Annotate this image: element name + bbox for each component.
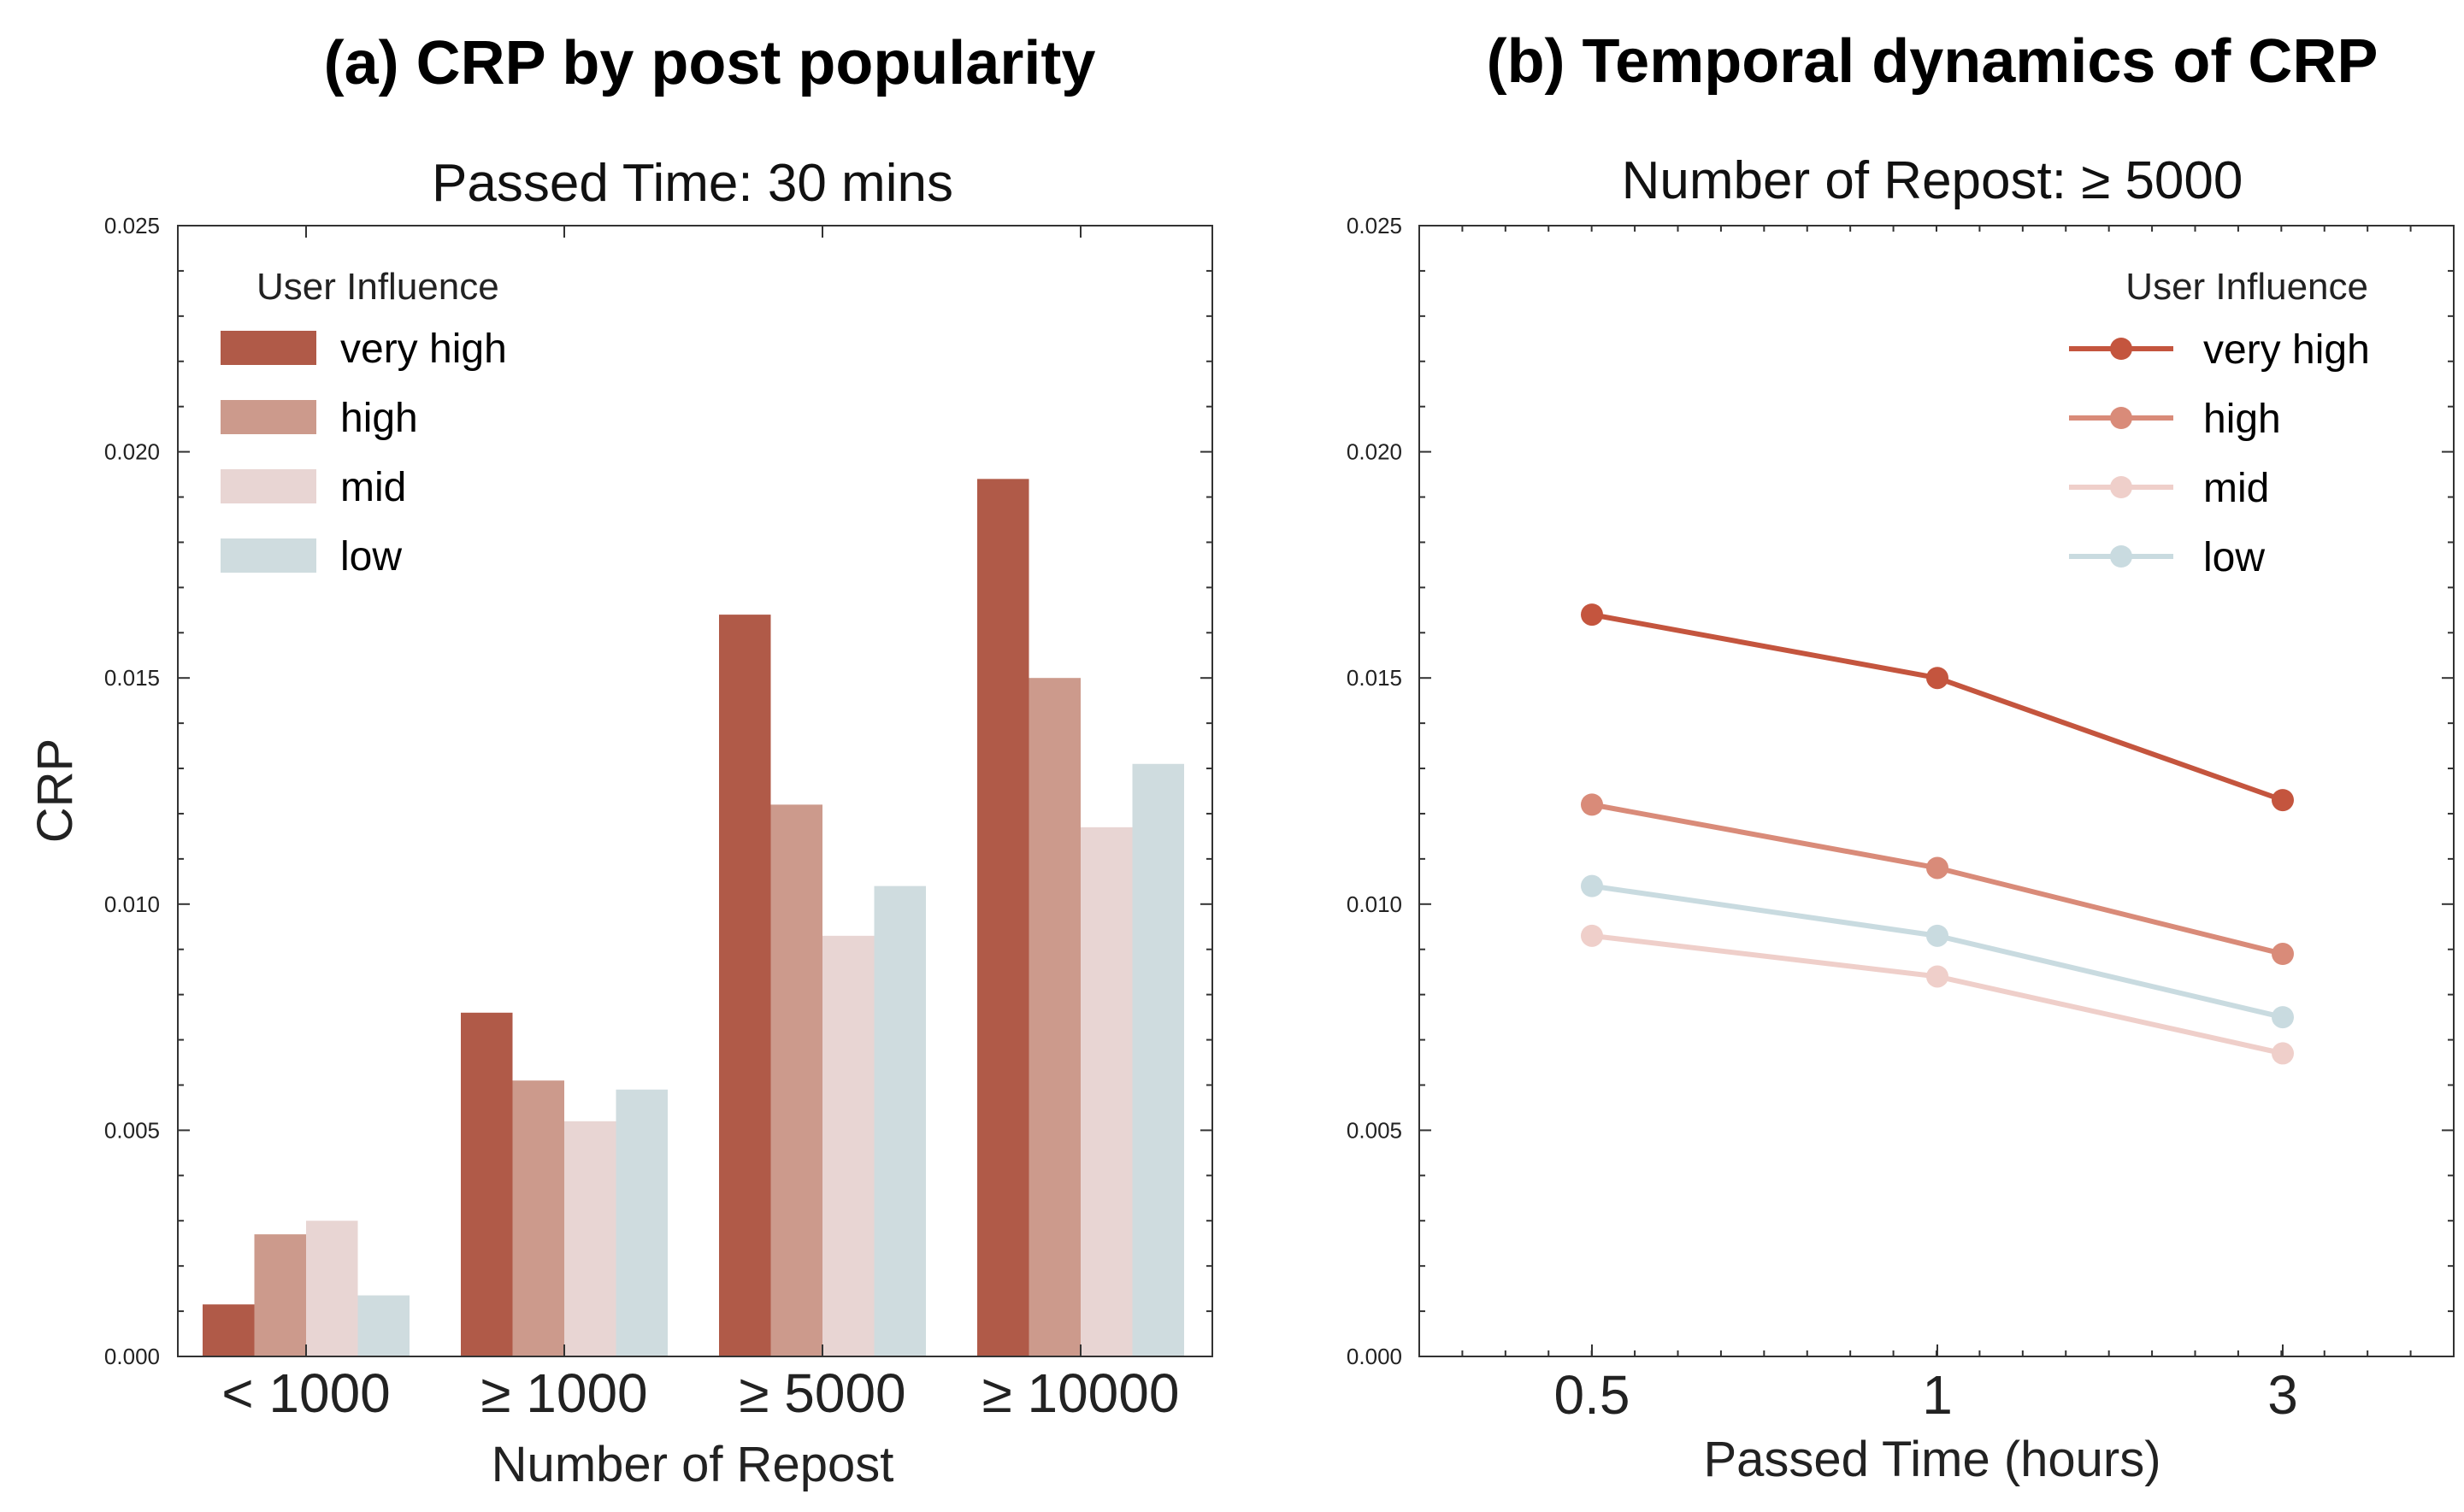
panel-a-y-tick-label: 0.010 — [104, 891, 160, 917]
panel-a-legend-label: mid — [340, 465, 406, 510]
panel-b-legend-marker — [2110, 476, 2132, 498]
panel-a-legend-swatch-low — [221, 538, 316, 573]
panel-b-title: (b) Temporal dynamics of CRP — [1487, 27, 2379, 96]
panel-b-y-tick-label: 0.025 — [1347, 213, 1402, 238]
point-low-1 — [1926, 924, 1948, 947]
panel-b-lines — [1581, 603, 2294, 1065]
panel-b-x-tick-label: 0.5 — [1554, 1364, 1630, 1426]
panel-a-y-tick-label: 0.005 — [104, 1117, 160, 1143]
panel-a-legend-swatch-very-high — [221, 331, 316, 365]
panel-b-x-tick-label: 3 — [2267, 1364, 2298, 1426]
bar-very-high-3 — [977, 479, 1029, 1356]
point-high-0 — [1581, 793, 1603, 816]
point-low-2 — [2272, 1006, 2294, 1029]
panel-b-y-tick-label: 0.020 — [1347, 439, 1402, 465]
bar-low-0 — [357, 1295, 410, 1356]
panel-a-plot-frame — [177, 225, 1213, 1357]
panel-b-subtitle: Number of Repost: ≥ 5000 — [1622, 151, 2243, 210]
panel-a-y-axis-label: CRP — [27, 738, 83, 843]
bar-high-3 — [1029, 678, 1081, 1356]
bar-very-high-2 — [719, 615, 771, 1356]
panel-b-x-tick-label: 1 — [1922, 1364, 1953, 1426]
panel-b-legend-label: very high — [2203, 327, 2370, 373]
bar-low-2 — [874, 885, 926, 1356]
bar-mid-2 — [822, 935, 875, 1356]
panel-b-plot-frame — [1418, 225, 2455, 1357]
point-mid-2 — [2272, 1042, 2294, 1065]
panel-b-x-axis-label: Passed Time (hours) — [1703, 1432, 2160, 1487]
panel-b-line-chart: (b) Temporal dynamics of CRP Number of R… — [1347, 27, 2455, 1487]
panel-a-bar-chart: (a) CRP by post popularity Passed Time: … — [27, 29, 1213, 1492]
panel-a-title: (a) CRP by post popularity — [324, 29, 1096, 97]
panel-a-y-tick-label: 0.020 — [104, 439, 160, 465]
panel-b-legend-title: User Influence — [2125, 266, 2368, 308]
point-mid-0 — [1581, 924, 1603, 947]
panel-a-subtitle: Passed Time: 30 mins — [432, 154, 953, 213]
panel-a-x-tick-label: < 1000 — [221, 1362, 391, 1424]
bar-low-3 — [1132, 763, 1184, 1356]
panel-a-y-tick-label: 0.015 — [104, 665, 160, 691]
panel-b-legend-label: mid — [2203, 466, 2269, 511]
panel-b-legend: User Influence very high high mid low — [2069, 266, 2370, 580]
bar-mid-0 — [306, 1221, 358, 1356]
bar-high-1 — [512, 1080, 564, 1356]
panel-a-legend-label: very high — [340, 327, 507, 372]
point-very-high-1 — [1926, 667, 1948, 690]
point-low-0 — [1581, 874, 1603, 897]
panel-a-y-tick-label: 0.025 — [104, 213, 160, 238]
panel-b-y-tick-label: 0.005 — [1347, 1117, 1402, 1143]
panel-b-legend-marker — [2110, 407, 2132, 429]
point-high-1 — [1926, 856, 1948, 880]
panel-a-bars — [203, 479, 1184, 1356]
panel-a-x-tick-label: ≥ 1000 — [480, 1362, 647, 1424]
bar-very-high-0 — [203, 1304, 255, 1356]
panel-a-x-tick-label: ≥ 10000 — [982, 1362, 1180, 1424]
bar-very-high-1 — [461, 1012, 513, 1356]
point-high-2 — [2272, 943, 2294, 966]
panel-b-y-tick-label: 0.000 — [1347, 1344, 1402, 1369]
bar-mid-3 — [1081, 827, 1133, 1356]
panel-a-legend-swatch-high — [221, 400, 316, 434]
panel-b-y-ticks: 0.000 0.005 0.010 0.015 0.020 0.025 — [1347, 213, 2454, 1369]
panel-a-legend-title: User Influence — [256, 266, 499, 308]
panel-b-x-ticks: 0.5 1 3 — [1418, 226, 2455, 1426]
panel-b-legend-label: high — [2203, 397, 2281, 442]
bar-high-0 — [254, 1234, 306, 1356]
panel-b-y-tick-label: 0.010 — [1347, 891, 1402, 917]
bar-high-2 — [770, 804, 822, 1356]
point-very-high-2 — [2272, 789, 2294, 812]
panel-a-legend: User Influence very high high mid low — [221, 266, 507, 580]
panel-a-y-tick-label: 0.000 — [104, 1344, 160, 1369]
point-mid-1 — [1926, 965, 1948, 988]
panel-b-y-tick-label: 0.015 — [1347, 665, 1402, 691]
panel-b-legend-marker — [2110, 338, 2132, 360]
bar-mid-1 — [564, 1121, 616, 1356]
panel-b-legend-marker — [2110, 545, 2132, 568]
panel-a-x-axis-label: Number of Repost — [492, 1437, 894, 1492]
panel-a-x-ticks: < 1000 ≥ 1000 ≥ 5000 ≥ 10000 — [221, 226, 1179, 1424]
panel-b-legend-label: low — [2203, 535, 2265, 580]
panel-a-legend-label: low — [340, 534, 402, 580]
bar-low-1 — [616, 1089, 668, 1356]
panel-a-legend-label: high — [340, 396, 418, 441]
point-very-high-0 — [1581, 603, 1603, 627]
panel-a-x-tick-label: ≥ 5000 — [739, 1362, 905, 1424]
panel-a-legend-swatch-mid — [221, 469, 316, 503]
